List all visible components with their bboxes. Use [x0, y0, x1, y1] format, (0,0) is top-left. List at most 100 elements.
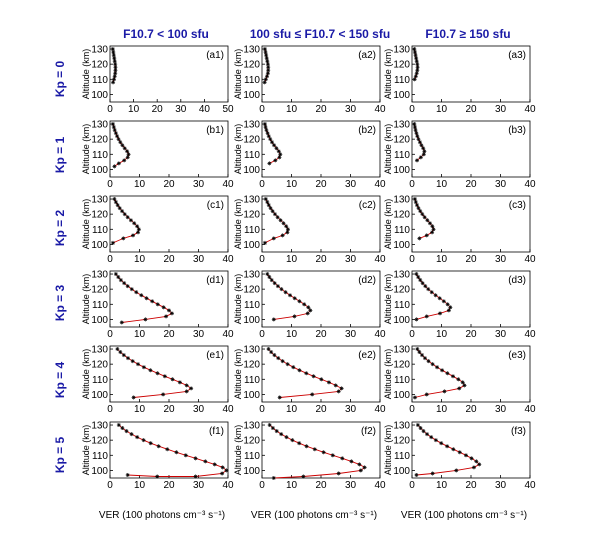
- y-tick-label: 100: [91, 466, 108, 477]
- data-point: [189, 386, 194, 391]
- x-tick-label: 40: [524, 254, 536, 265]
- data-point: [274, 146, 279, 151]
- data-point: [412, 125, 417, 130]
- x-tick-label: 40: [524, 329, 536, 340]
- panel-c1: 100 110 120 130 0 10 20 30 40 Altitude (km) (c1): [81, 195, 234, 265]
- panel-d2: 100 110 120 130 0 10 20 30 40 Altitude (km) (d2): [233, 270, 386, 340]
- data-point: [308, 308, 313, 313]
- y-tick-label: 120: [243, 285, 260, 296]
- panel-label: (b1): [206, 125, 224, 136]
- panel-label: (b2): [358, 125, 376, 136]
- data-point: [277, 395, 282, 400]
- data-point: [412, 47, 417, 52]
- data-point: [203, 459, 208, 464]
- data-point: [115, 134, 120, 139]
- data-point: [421, 152, 426, 157]
- y-tick-label: 120: [243, 436, 260, 447]
- x-tick-label: 10: [286, 404, 298, 415]
- y-tick-label: 120: [393, 210, 410, 221]
- data-point: [134, 290, 139, 295]
- data-point: [270, 209, 275, 214]
- y-axis-label: Altitude (km): [383, 199, 393, 250]
- data-point: [126, 152, 131, 157]
- data-point: [435, 365, 440, 370]
- data-point: [125, 356, 130, 361]
- y-tick-label: 110: [244, 75, 260, 86]
- plot-frame: [109, 45, 229, 103]
- x-tick-label: 10: [286, 254, 298, 265]
- data-point: [139, 293, 144, 298]
- y-tick-label: 110: [92, 375, 108, 386]
- x-tick-label: 40: [524, 480, 536, 491]
- data-point: [148, 368, 153, 373]
- data-point: [326, 380, 331, 385]
- panel-d3: 100 110 120 130 0 10 20 30 40 Altitude (km) (d3): [383, 270, 536, 340]
- y-tick-label: 130: [91, 195, 108, 206]
- x-tick-label: 30: [193, 329, 205, 340]
- y-tick-label: 130: [243, 45, 260, 56]
- y-tick-label: 120: [393, 135, 410, 146]
- data-point: [111, 125, 116, 130]
- data-point: [441, 299, 446, 304]
- data-point: [144, 296, 149, 301]
- data-point: [442, 389, 447, 394]
- data-point: [280, 233, 285, 238]
- data-point: [414, 317, 419, 322]
- x-tick-label: 20: [152, 104, 164, 115]
- panel-e3: 100 110 120 130 0 10 20 30 40 Altitude (km) (e3): [383, 345, 536, 415]
- data-point: [430, 362, 435, 367]
- data-point: [413, 128, 418, 133]
- data-point: [264, 56, 269, 61]
- x-tick-label: 10: [436, 480, 448, 491]
- data-point: [358, 468, 363, 473]
- x-tick-label: 50: [222, 104, 234, 115]
- x-tick-label: 40: [524, 404, 536, 415]
- profile-line: [416, 273, 451, 320]
- y-tick-label: 130: [91, 421, 108, 432]
- data-point: [445, 302, 450, 307]
- data-point: [291, 365, 296, 370]
- y-tick-label: 120: [91, 60, 108, 71]
- x-tick-label: 40: [374, 329, 386, 340]
- data-point: [469, 456, 474, 461]
- x-tick-label: 10: [134, 179, 146, 190]
- x-tick-label: 40: [374, 480, 386, 491]
- y-tick-label: 110: [394, 300, 410, 311]
- data-point: [426, 359, 431, 364]
- y-tick-label: 110: [244, 300, 260, 311]
- panel-label: (d1): [206, 275, 224, 286]
- data-point: [113, 200, 118, 205]
- y-axis-label: Altitude (km): [383, 49, 393, 100]
- x-tick-label: 20: [315, 329, 327, 340]
- data-point: [415, 158, 420, 163]
- data-point: [265, 74, 270, 79]
- y-tick-label: 120: [393, 436, 410, 447]
- data-point: [415, 203, 420, 208]
- data-point: [433, 293, 438, 298]
- panel-f2: 100 110 120 130 0 10 20 30 40 Altitude (km) (f2): [233, 421, 386, 491]
- x-tick-label: 30: [345, 404, 357, 415]
- data-point: [288, 293, 293, 298]
- x-tick-label: 0: [409, 480, 415, 491]
- row-header-3: Kp = 2: [53, 210, 67, 247]
- x-tick-label: 20: [465, 104, 477, 115]
- data-point: [423, 284, 428, 289]
- data-point: [415, 134, 420, 139]
- x-tick-label: 30: [345, 329, 357, 340]
- data-point: [125, 215, 130, 220]
- data-point: [224, 468, 229, 473]
- panel-c3: 100 110 120 130 0 10 20 30 40 Altitude (km) (c3): [383, 195, 536, 265]
- data-point: [161, 392, 166, 397]
- x-tick-label: 30: [175, 104, 187, 115]
- data-point: [125, 149, 130, 154]
- data-point: [417, 140, 422, 145]
- data-point: [117, 206, 122, 211]
- data-point: [418, 155, 423, 160]
- data-point: [276, 356, 281, 361]
- y-tick-label: 120: [91, 285, 108, 296]
- y-tick-label: 110: [244, 150, 260, 161]
- data-point: [422, 215, 427, 220]
- x-tick-label: 0: [409, 404, 415, 415]
- data-point: [284, 224, 289, 229]
- y-tick-label: 130: [393, 421, 410, 432]
